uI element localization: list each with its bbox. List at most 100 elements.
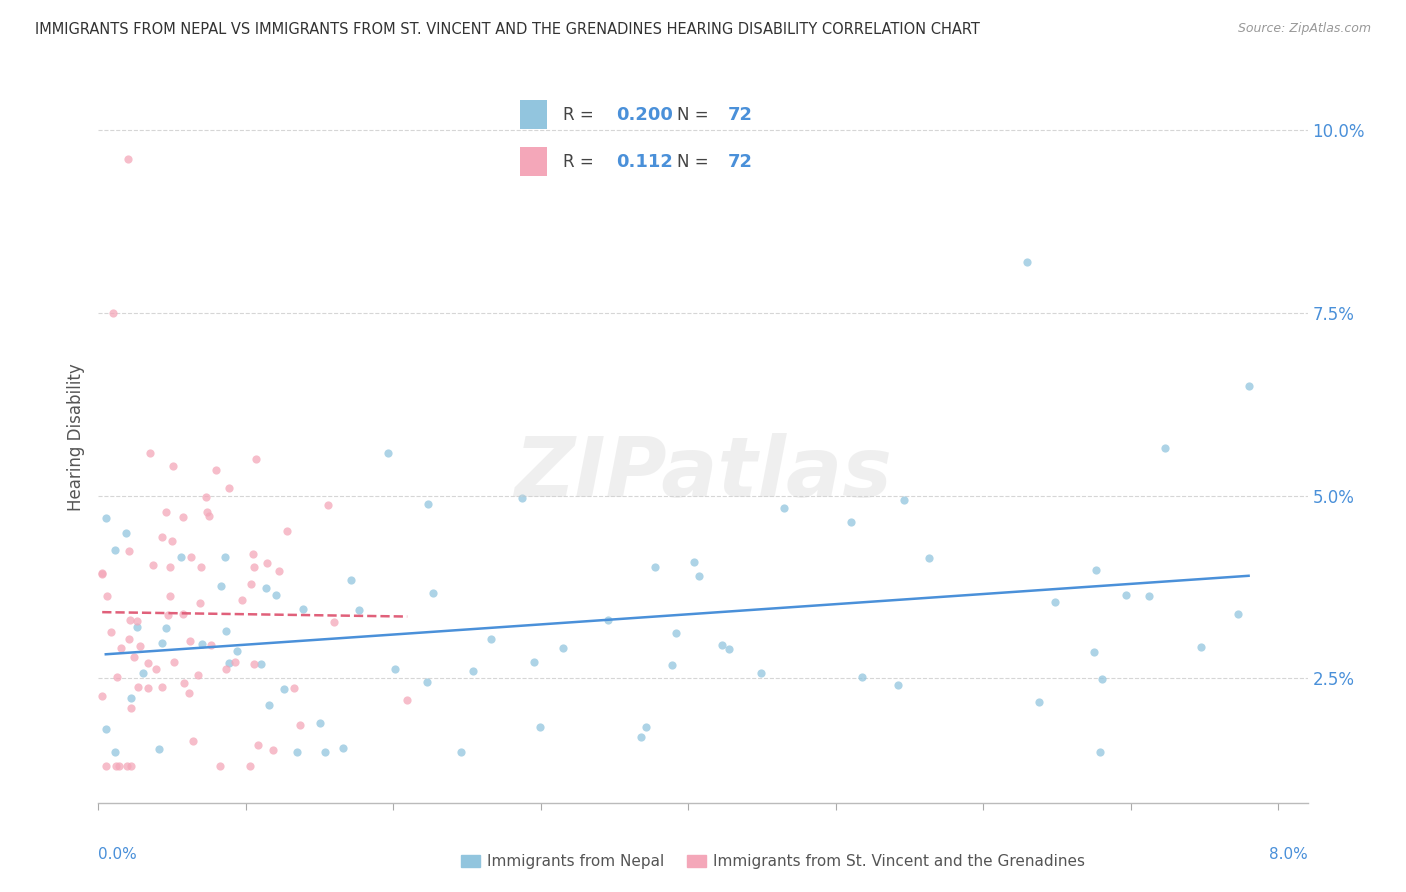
Point	[198, 509, 221, 524]
Point	[1088, 745, 1111, 759]
Point	[172, 509, 194, 524]
Point	[200, 639, 222, 653]
Point	[416, 675, 439, 690]
Point	[283, 681, 305, 695]
Point	[510, 491, 533, 505]
Point	[187, 668, 209, 682]
Point	[322, 615, 344, 630]
Point	[529, 720, 551, 734]
Point	[120, 701, 142, 715]
Point	[127, 681, 149, 695]
Point	[173, 676, 195, 690]
Point	[190, 560, 212, 574]
Point	[188, 596, 211, 610]
Point	[273, 682, 295, 697]
Point	[177, 685, 200, 699]
Point	[160, 533, 183, 548]
Point	[127, 620, 149, 634]
Point	[118, 632, 141, 646]
Point	[122, 649, 145, 664]
Point	[276, 524, 298, 539]
Point	[688, 569, 710, 583]
Point	[630, 730, 652, 744]
Point	[262, 743, 284, 757]
Point	[242, 547, 264, 561]
Point	[181, 734, 204, 748]
Point	[94, 723, 117, 737]
Point	[159, 589, 181, 603]
Point	[142, 558, 165, 572]
Point	[110, 641, 132, 656]
Point	[162, 459, 184, 474]
Point	[340, 573, 363, 587]
Point	[254, 581, 277, 595]
Point	[479, 632, 502, 647]
Point	[136, 657, 159, 671]
Point	[292, 602, 315, 616]
Point	[1137, 589, 1160, 603]
Point	[148, 741, 170, 756]
Point	[256, 557, 278, 571]
Point	[243, 560, 266, 574]
Point	[225, 643, 247, 657]
Point	[242, 657, 264, 671]
Point	[463, 664, 485, 678]
Point	[94, 759, 117, 773]
Point	[194, 490, 217, 504]
Point	[118, 544, 141, 558]
Point	[1227, 607, 1250, 621]
Point	[772, 500, 794, 515]
Point	[139, 446, 162, 460]
Point	[208, 759, 231, 773]
Point	[239, 759, 262, 773]
Point	[1043, 594, 1066, 608]
Point	[644, 560, 666, 574]
Point	[150, 531, 173, 545]
Point	[190, 637, 212, 651]
Point	[172, 607, 194, 621]
Point	[264, 588, 287, 602]
Point	[1189, 640, 1212, 654]
Point	[267, 564, 290, 578]
Point	[1091, 672, 1114, 686]
Point	[246, 738, 269, 752]
Point	[1154, 441, 1177, 455]
Text: 8.0%: 8.0%	[1268, 847, 1308, 862]
Point	[749, 665, 772, 680]
Point	[553, 641, 575, 656]
Point	[214, 662, 236, 676]
Point	[257, 698, 280, 712]
Point	[94, 511, 117, 525]
Point	[159, 560, 181, 574]
Point	[128, 639, 150, 653]
Point	[245, 452, 267, 467]
Point	[349, 602, 371, 616]
Point	[96, 590, 118, 604]
Point	[180, 549, 202, 564]
Text: 0.0%: 0.0%	[98, 847, 138, 862]
Point	[157, 608, 180, 623]
Point	[218, 656, 240, 670]
Point	[1028, 694, 1050, 708]
Point	[91, 689, 114, 703]
Point	[309, 716, 332, 731]
Point	[523, 656, 546, 670]
Point	[91, 566, 114, 581]
Point	[104, 745, 127, 759]
Point	[893, 492, 915, 507]
Point	[163, 655, 186, 669]
Point	[598, 613, 620, 627]
Point	[155, 620, 177, 634]
Point	[718, 642, 741, 657]
Point	[209, 579, 232, 593]
Point	[224, 655, 246, 669]
Point	[132, 665, 155, 680]
Point	[104, 543, 127, 558]
Point	[396, 692, 419, 706]
Point	[314, 745, 336, 759]
Point	[101, 306, 124, 320]
Point	[665, 626, 688, 640]
Text: IMMIGRANTS FROM NEPAL VS IMMIGRANTS FROM ST. VINCENT AND THE GRENADINES HEARING : IMMIGRANTS FROM NEPAL VS IMMIGRANTS FROM…	[35, 22, 980, 37]
Point	[136, 681, 159, 696]
Point	[214, 549, 236, 564]
